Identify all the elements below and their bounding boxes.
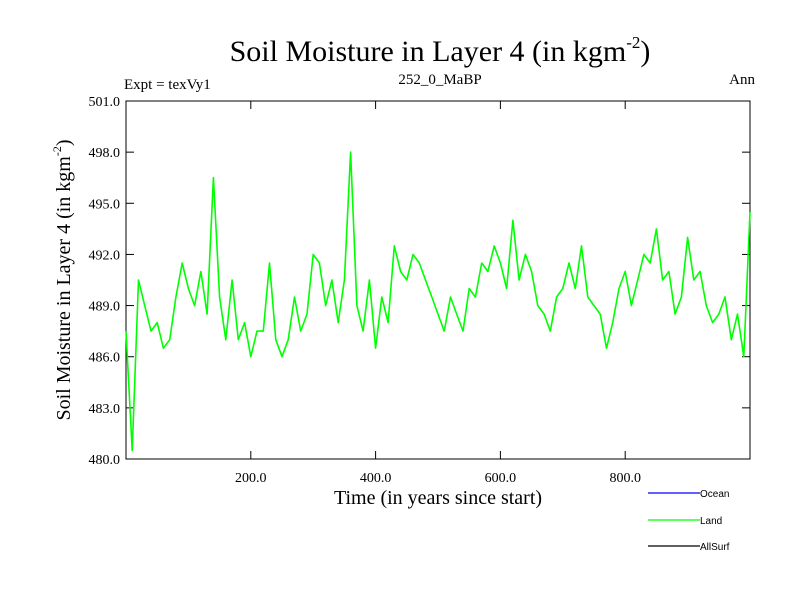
- y-tick-label-7: 501.0: [89, 95, 121, 110]
- legend-ocean-label: Ocean: [700, 489, 729, 500]
- experiment-label: Expt = texVy1: [124, 77, 211, 93]
- x-axis-label: Time (in years since start): [334, 487, 542, 509]
- period-label: 252_0_MaBP: [398, 72, 481, 88]
- x-axis: 200.0 400.0 600.0 800.0: [235, 101, 641, 486]
- season-label: Ann: [729, 72, 755, 88]
- land-series-line: [125, 151, 751, 452]
- chart-title-superscript: -2: [626, 33, 640, 52]
- y-tick-label-2: 486.0: [89, 351, 121, 366]
- y-tick-label-4: 492.0: [89, 248, 121, 263]
- x-tick-label-0: 200.0: [235, 471, 267, 486]
- y-axis-label: Soil Moisture in Layer 4 (in kgm-2): [50, 139, 75, 420]
- y-axis: 480.0 483.0 486.0 489.0 492.0 495.0 498.0 501.0: [89, 95, 750, 468]
- x-tick-label-2: 600.0: [485, 471, 517, 486]
- legend-land-label: Land: [700, 516, 722, 527]
- y-tick-label-3: 489.0: [89, 300, 121, 315]
- y-tick-label-0: 480.0: [89, 453, 121, 468]
- y-axis-label-main: Soil Moisture in Layer 4 (in kgm: [53, 156, 75, 421]
- y-axis-label-superscript: -2: [50, 146, 64, 156]
- y-tick-label-1: 483.0: [89, 402, 121, 417]
- y-axis-label-suffix: ): [53, 139, 75, 146]
- y-tick-label-6: 498.0: [89, 146, 121, 161]
- x-tick-label-1: 400.0: [360, 471, 392, 486]
- legend-allsurf-label: AllSurf: [700, 542, 730, 553]
- x-tick-label-3: 800.0: [609, 471, 641, 486]
- chart-title-suffix: ): [640, 35, 650, 68]
- chart-title: Soil Moisture in Layer 4 (in kgm-2): [230, 33, 651, 68]
- y-tick-label-5: 495.0: [89, 197, 121, 212]
- plot-frame: [125, 100, 751, 460]
- legend: Ocean Land AllSurf: [648, 489, 730, 553]
- chart-title-main: Soil Moisture in Layer 4 (in kgm: [230, 35, 627, 68]
